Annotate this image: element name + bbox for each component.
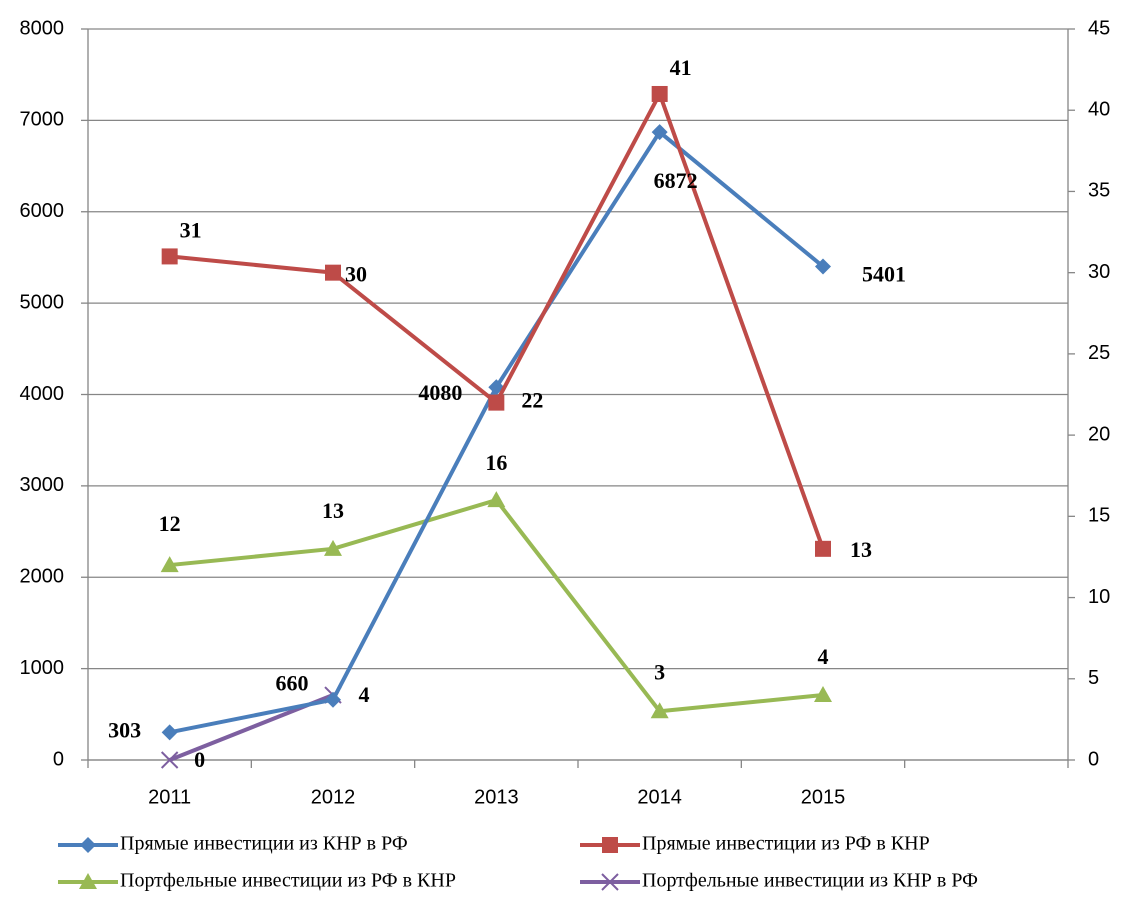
marker bbox=[161, 248, 178, 265]
marker bbox=[488, 394, 505, 411]
legend-item: Прямые инвестиции из РФ в КНР bbox=[580, 833, 930, 855]
x-tick-label: 2012 bbox=[311, 786, 356, 808]
marker bbox=[80, 837, 96, 853]
data-label: 0 bbox=[194, 747, 205, 772]
marker bbox=[814, 686, 832, 703]
data-label: 30 bbox=[345, 262, 367, 287]
x-tick-label: 2015 bbox=[801, 786, 846, 808]
y2-tick-label: 25 bbox=[1088, 342, 1110, 364]
marker bbox=[324, 539, 342, 556]
y2-tick-label: 0 bbox=[1088, 748, 1099, 770]
y-tick-label: 6000 bbox=[20, 200, 65, 222]
marker bbox=[79, 873, 97, 889]
marker bbox=[160, 751, 179, 769]
marker bbox=[815, 258, 831, 275]
marker bbox=[815, 540, 831, 557]
marker bbox=[161, 724, 178, 741]
y-tick-label: 1000 bbox=[20, 657, 65, 679]
data-label: 303 bbox=[108, 717, 141, 742]
legend-item: Прямые инвестиции из КНР в РФ bbox=[58, 833, 408, 855]
y2-tick-label: 45 bbox=[1088, 17, 1110, 39]
marker bbox=[651, 85, 668, 102]
x-tick-label: 2011 bbox=[148, 786, 191, 808]
data-label: 3 bbox=[654, 659, 665, 684]
y-tick-label: 4000 bbox=[20, 383, 65, 405]
x-tick-label: 2013 bbox=[474, 786, 519, 808]
data-label: 31 bbox=[180, 217, 202, 242]
series-line bbox=[169, 130, 825, 735]
data-label: 41 bbox=[670, 55, 692, 80]
marker bbox=[650, 702, 669, 719]
y-tick-label: 3000 bbox=[20, 474, 65, 496]
data-label: 4080 bbox=[418, 380, 462, 405]
y2-tick-label: 35 bbox=[1088, 180, 1110, 202]
y-tick-label: 7000 bbox=[20, 109, 65, 131]
series-line bbox=[169, 91, 825, 550]
y-tick-label: 2000 bbox=[20, 566, 65, 588]
data-label: 660 bbox=[276, 671, 309, 696]
data-label: 13 bbox=[850, 537, 872, 562]
y-tick-label: 8000 bbox=[20, 17, 65, 39]
marker bbox=[651, 124, 668, 141]
y2-tick-label: 15 bbox=[1088, 505, 1110, 527]
y2-tick-label: 20 bbox=[1088, 423, 1110, 445]
marker bbox=[160, 556, 179, 573]
data-label: 13 bbox=[322, 498, 344, 523]
marker bbox=[602, 837, 618, 853]
y2-tick-label: 30 bbox=[1088, 261, 1110, 283]
legend-label: Портфельные инвестиции из КНР в РФ bbox=[642, 870, 978, 892]
series-line bbox=[169, 498, 824, 714]
legend-item: Портфельные инвестиции из РФ в КНР bbox=[58, 870, 456, 892]
data-label: 5401 bbox=[862, 262, 906, 287]
legend-item: Портфельные инвестиции из КНР в РФ bbox=[580, 870, 978, 892]
marker bbox=[487, 491, 506, 508]
data-label: 4 bbox=[359, 682, 370, 707]
marker bbox=[601, 873, 619, 891]
data-label: 12 bbox=[159, 511, 181, 536]
data-label: 16 bbox=[485, 450, 507, 475]
marker bbox=[325, 264, 341, 281]
y2-tick-label: 10 bbox=[1088, 586, 1110, 608]
data-label: 22 bbox=[521, 388, 543, 413]
y2-tick-label: 5 bbox=[1088, 667, 1099, 689]
legend-label: Прямые инвестиции из КНР в РФ bbox=[120, 833, 408, 855]
legend-label: Портфельные инвестиции из РФ в КНР bbox=[120, 870, 456, 892]
legend-label: Прямые инвестиции из РФ в КНР bbox=[642, 833, 930, 855]
marker bbox=[325, 691, 341, 708]
data-label: 6872 bbox=[654, 168, 698, 193]
y-tick-label: 5000 bbox=[20, 291, 65, 313]
y-tick-label: 0 bbox=[53, 748, 64, 770]
y2-tick-label: 40 bbox=[1088, 99, 1110, 121]
data-label: 4 bbox=[818, 644, 829, 669]
x-tick-label: 2014 bbox=[637, 786, 682, 808]
